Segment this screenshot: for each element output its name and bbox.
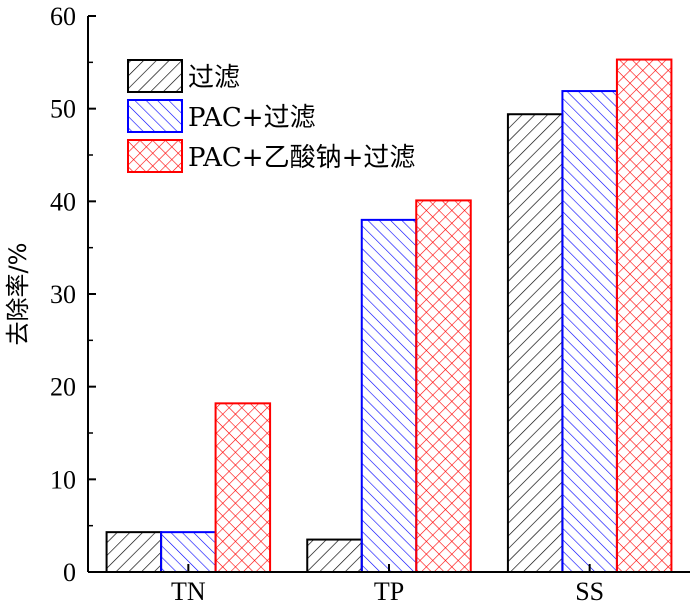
x-tick-label-ss: SS [575, 577, 604, 601]
x-tick-label-tp: TP [374, 577, 404, 601]
legend-label-3: PAC+乙酸钠+过滤 [188, 143, 415, 173]
x-tick-label-tn: TN [171, 577, 206, 601]
y-tick-label: 0 [63, 558, 76, 587]
legend-swatch-3 [127, 139, 183, 173]
y-tick-label: 30 [50, 280, 76, 309]
y-axis-title: 去除率/% [4, 243, 32, 346]
legend-swatch-2 [127, 99, 183, 133]
y-tick-label: 50 [50, 95, 76, 124]
x-ticks: TN TP SS [171, 564, 604, 601]
bar-tp-series-2 [360, 218, 418, 573]
legend-label-2: PAC+过滤 [188, 103, 316, 133]
bar-tp-series-3 [415, 199, 472, 573]
bar-ss-series-3 [615, 58, 673, 574]
y-tick-label: 60 [50, 2, 76, 31]
legend-label-1: 过滤 [188, 63, 240, 93]
bar-tn-series-3 [214, 402, 272, 573]
bar-ss-series-1 [506, 113, 564, 573]
bar-tn-series-1 [105, 531, 163, 574]
bar-ss-series-2 [561, 90, 618, 573]
y-tick-label: 40 [50, 187, 76, 216]
bar-tp-series-1 [306, 538, 363, 574]
legend-swatch-1 [127, 59, 183, 93]
y-tick-label: 20 [50, 373, 76, 402]
y-tick-label: 10 [50, 465, 76, 494]
y-ticks: 0 10 20 30 40 50 60 [50, 2, 96, 587]
bars [105, 58, 673, 574]
legend: 过滤 PAC+过滤 PAC+乙酸钠+过滤 [127, 59, 415, 173]
